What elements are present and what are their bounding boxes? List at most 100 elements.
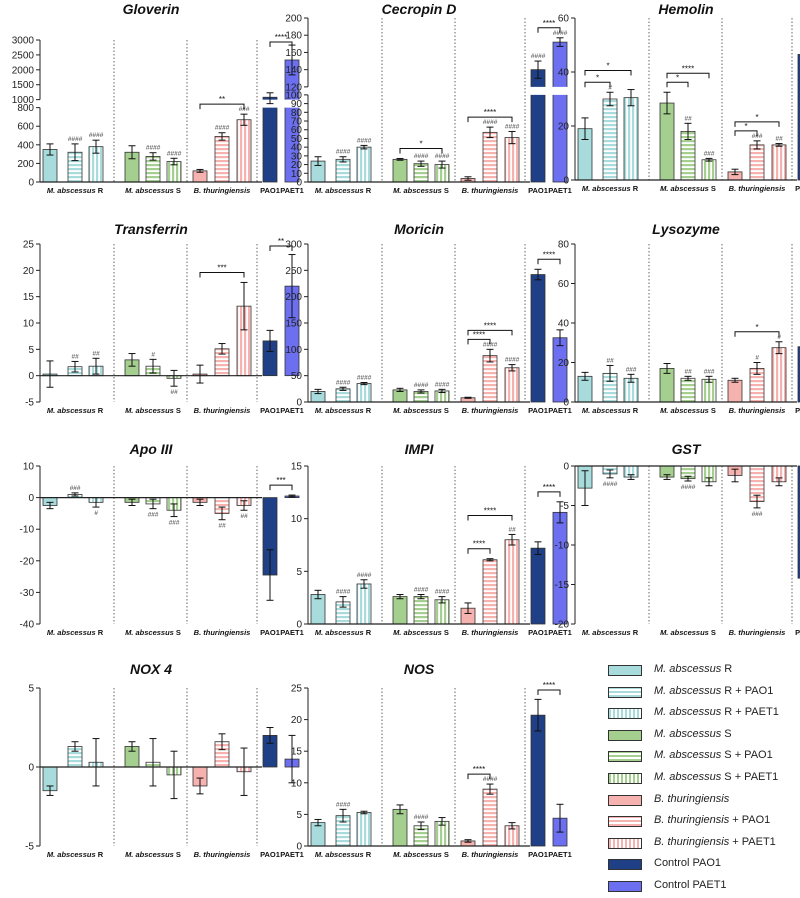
x-group-label-italic: M. abscessus [582, 628, 631, 637]
x-group-label-1: M. abscessus S [393, 186, 449, 195]
y-tick-label: 200 [17, 159, 34, 170]
significance-mark-5: ### [704, 368, 715, 375]
legend-swatch-9 [608, 859, 642, 871]
legend-swatch-0 [608, 665, 642, 676]
x-group-label-suffix: R [631, 406, 639, 415]
bar-9 [530, 274, 546, 403]
bar-9 [262, 96, 278, 183]
bar-1 [335, 158, 351, 183]
significance-mark-5: ### [704, 150, 715, 157]
significance-bracket-4 [734, 130, 758, 136]
chart-0: Gloverin02004006008001000150020002500300… [12, 1, 304, 195]
bar-9 [797, 54, 800, 181]
legend-label-italic-1: M. abscessus [654, 684, 722, 697]
y-tick-label: 10 [291, 514, 303, 525]
x-group-label-suffix: S [709, 406, 716, 415]
significance-bracket-label-2: * [676, 73, 679, 82]
x-group-label-0: M. abscessus R [582, 406, 639, 415]
significance-mark-2: #### [357, 137, 372, 144]
bar-10 [552, 511, 568, 625]
y-tick-label: 0 [28, 178, 34, 189]
significance-mark-5: #### [167, 150, 182, 157]
significance-bracket-label-2: **** [543, 483, 555, 492]
x-group-label-italic: M. abscessus [315, 186, 364, 195]
y-tick-label: -20 [555, 620, 570, 631]
legend-label-italic-8: B. thuringiensis [654, 835, 730, 848]
x-group-label-3: PAO1 [528, 186, 548, 195]
x-group-label-1: M. abscessus S [393, 406, 449, 415]
y-tick-label: 80 [558, 240, 570, 251]
significance-mark-2: #### [357, 572, 372, 579]
significance-mark-8: ### [239, 106, 250, 113]
y-tick-label: 20 [291, 715, 303, 726]
x-group-label-2: B. thuringiensis [194, 186, 251, 195]
x-group-label-suffix: R [364, 628, 372, 637]
y-tick-label: 200 [285, 14, 302, 25]
x-group-label-italic: M. abscessus [315, 628, 364, 637]
x-group-label-suffix: S [174, 406, 181, 415]
x-group-label-italic: M. abscessus [125, 628, 174, 637]
chart-title: Apo III [129, 441, 174, 457]
x-group-label-suffix: S [442, 406, 449, 415]
chart-8: GST-20-15-10-50###########****M. abscess… [555, 441, 800, 637]
x-group-label-suffix: S [442, 850, 449, 859]
bar-8 [771, 144, 787, 181]
significance-bracket-0 [199, 103, 245, 110]
x-group-label-suffix: S [174, 628, 181, 637]
significance-bracket-label-0: **** [473, 540, 485, 549]
legend-swatch-6 [608, 794, 642, 806]
legend-item-10: Control PAET1 [600, 876, 795, 898]
significance-bracket-1 [269, 245, 293, 251]
x-group-label-suffix: S [709, 184, 716, 193]
y-tick-label: 60 [291, 125, 303, 136]
x-group-label-suffix: S [709, 628, 716, 637]
chart-title: Cecropin D [382, 1, 457, 17]
significance-bracket-label-0: *** [276, 476, 285, 485]
y-tick-label: 40 [558, 319, 570, 330]
bar-3 [392, 808, 408, 847]
significance-bracket-label-0: * [755, 323, 758, 332]
x-group-label-italic: M. abscessus [47, 850, 96, 859]
significance-mark-8: #### [505, 123, 520, 130]
y-tick-label: 0 [296, 398, 302, 409]
x-group-label-3: PAO1 [795, 628, 800, 637]
significance-bracket-label-0: **** [473, 765, 485, 774]
y-tick-label: -5 [560, 501, 569, 512]
bar-7 [749, 144, 765, 181]
legend-swatch-10 [608, 880, 642, 892]
significance-mark-1: #### [336, 801, 351, 808]
bar-break-10 [284, 99, 300, 108]
y-tick-label: 120 [285, 82, 302, 93]
x-group-label-italic: B. thuringiensis [462, 406, 519, 415]
y-tick-label: 40 [291, 143, 303, 154]
y-tick-label: 90 [291, 99, 303, 110]
legend-label-plain-7: + PAO1 [729, 814, 771, 827]
significance-mark-8: ## [240, 513, 248, 520]
significance-bracket-label-2: **** [543, 19, 555, 28]
y-tick-label: 5 [28, 345, 34, 356]
chart-title: Transferrin [114, 221, 188, 237]
significance-mark-8: ## [508, 526, 516, 533]
x-group-label-4: PAET1 [548, 186, 572, 195]
x-group-label-italic: M. abscessus [315, 850, 364, 859]
significance-mark-7: ## [218, 523, 226, 530]
x-group-label-4: PAET1 [548, 850, 572, 859]
significance-mark-4: #### [414, 587, 429, 594]
significance-mark-5: ## [170, 389, 178, 396]
significance-bracket-1 [467, 116, 513, 123]
x-group-label-2: B. thuringiensis [194, 628, 251, 637]
bar-4 [413, 596, 429, 625]
y-tick-label: -10 [555, 541, 570, 552]
y-tick-label: 15 [291, 462, 303, 473]
bar-3 [392, 596, 408, 625]
significance-bracket-label-1: **** [484, 108, 496, 117]
legend-label-plain-5: S + PAET1 [721, 770, 779, 783]
significance-mark-4: #### [681, 484, 696, 491]
x-group-label-italic: M. abscessus [393, 628, 442, 637]
bar-8 [504, 539, 520, 625]
legend-swatch-7 [608, 816, 642, 828]
x-group-label-italic: B. thuringiensis [194, 628, 251, 637]
x-group-label-italic: B. thuringiensis [462, 850, 519, 859]
significance-bracket-label-1: ** [278, 237, 284, 246]
x-group-label-suffix: R [96, 186, 104, 195]
